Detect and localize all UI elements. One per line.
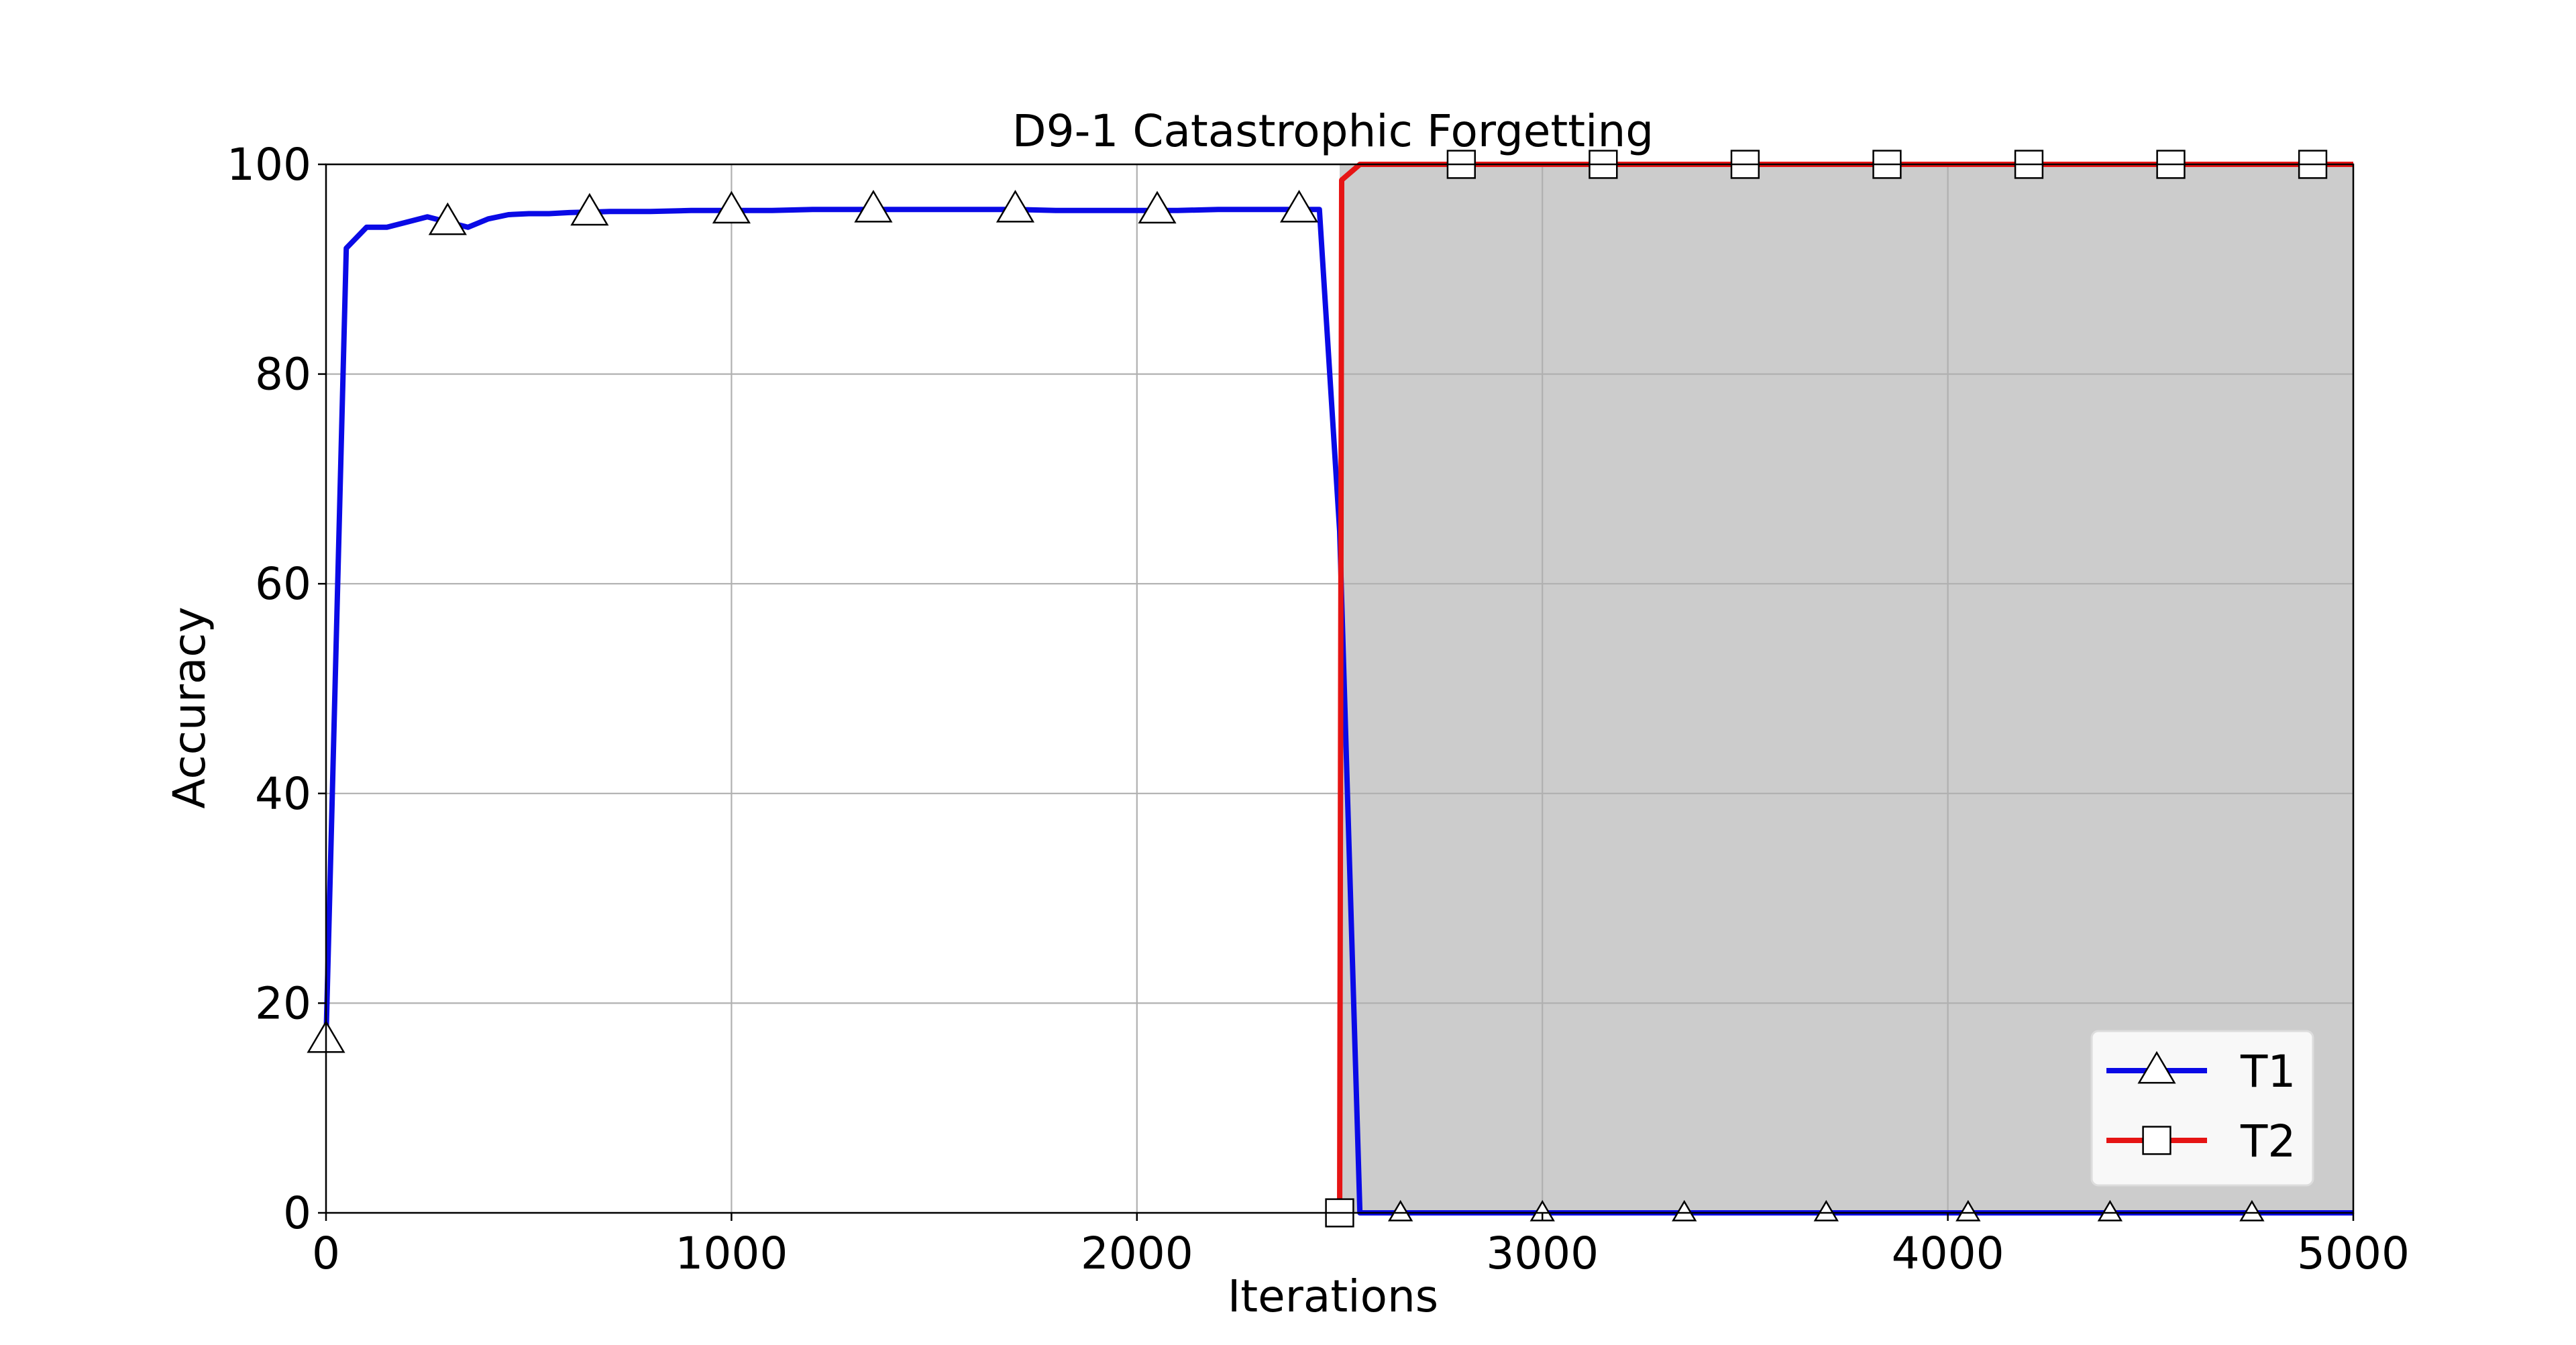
data-point-t1 <box>1955 1199 1981 1222</box>
legend-marker-t2 <box>2142 1126 2171 1155</box>
x-tick-label: 0 <box>312 1228 340 1279</box>
y-tick-label: 100 <box>227 139 311 191</box>
data-point-t1 <box>1387 1199 1413 1222</box>
legend-label-t2: T2 <box>2240 1116 2296 1167</box>
x-tick-label: 2000 <box>1081 1228 1193 1279</box>
axes-layer <box>325 163 2355 1214</box>
y-tick-label: 80 <box>255 349 311 400</box>
data-point-t1 <box>2097 1199 2123 1222</box>
legend-marker-icon <box>2142 1126 2171 1155</box>
legend-label-t1: T1 <box>2240 1046 2296 1097</box>
legend: T1 T2 <box>2090 1030 2314 1187</box>
x-axis-label: Iterations <box>1228 1271 1438 1322</box>
data-point-t1 <box>1813 1199 1839 1222</box>
data-point-t1 <box>854 189 893 223</box>
chart-title: D9-1 Catastrophic Forgetting <box>1012 105 1654 157</box>
data-point-t1 <box>1138 191 1177 224</box>
x-tick-label: 3000 <box>1486 1228 1599 1279</box>
legend-marker-t1 <box>2137 1051 2176 1084</box>
ticks-layer: 0 1000 2000 3000 4000 5000 0 20 40 60 80 100 <box>227 139 2410 1279</box>
legend-marker-icon <box>2137 1051 2176 1084</box>
y-tick-label: 60 <box>255 558 311 610</box>
x-tick-label: 4000 <box>1892 1228 2004 1279</box>
y-axis-label: Accuracy <box>164 606 215 808</box>
data-point-t1 <box>712 191 751 224</box>
x-tick-label: 5000 <box>2297 1228 2410 1279</box>
y-tick-label: 40 <box>255 768 311 820</box>
data-point-t1 <box>570 193 609 226</box>
data-point-t1 <box>2239 1199 2265 1222</box>
data-point-t1 <box>1279 189 1319 223</box>
data-point-t1 <box>996 189 1035 223</box>
plot-frame <box>325 163 2355 1214</box>
y-tick-label: 0 <box>283 1187 311 1239</box>
y-tick-label: 20 <box>255 977 311 1029</box>
data-point-t1 <box>428 202 467 235</box>
markers-t1 <box>307 189 2265 1222</box>
x-tick-label: 1000 <box>675 1228 788 1279</box>
data-point-t1 <box>1672 1199 1697 1222</box>
